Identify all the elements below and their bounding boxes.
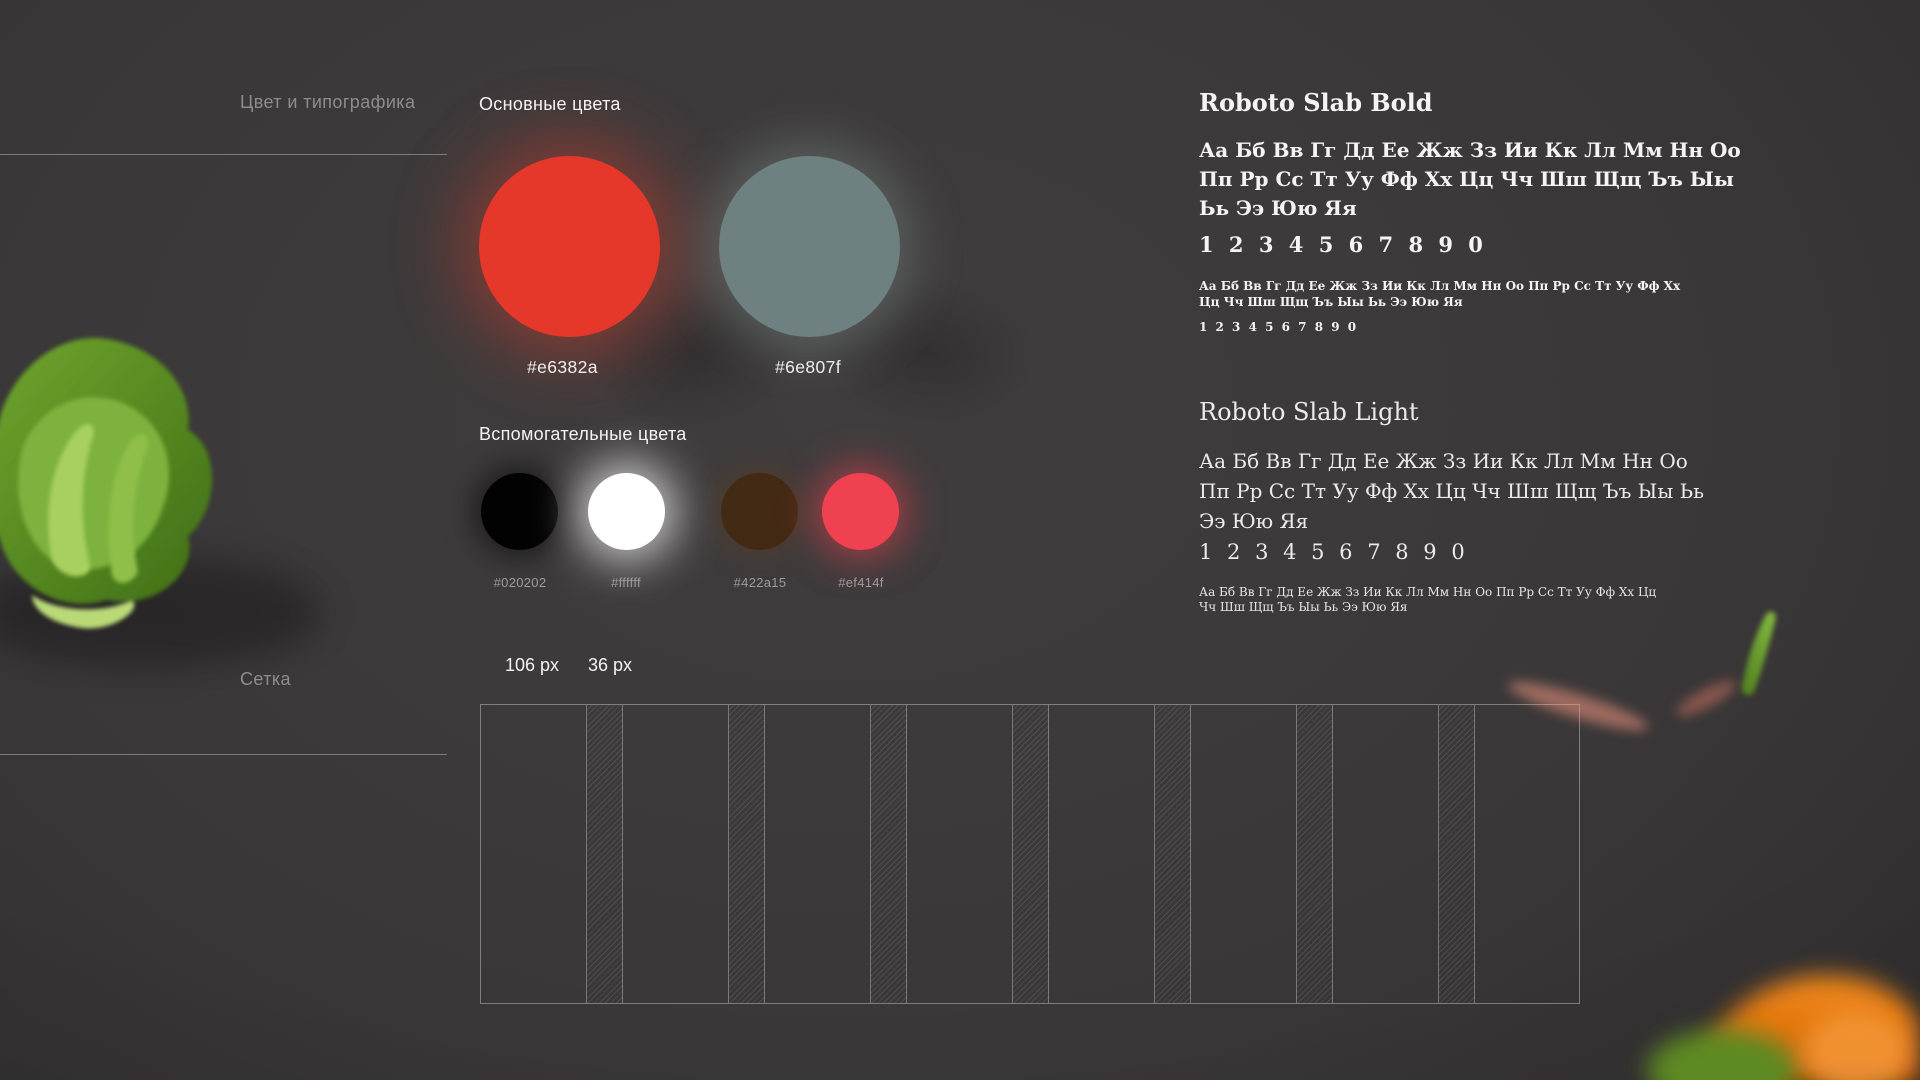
alphabet-sample-light-small: Аа Бб Вв Гг Дд Ее Жж Зз Ии Кк Лл Мм Нн О… [1199,585,1657,614]
orange-pepper-image [1647,975,1919,1080]
grid-gutter [587,705,623,1003]
alphabet-sample-bold-small: Аа Бб Вв Гг Дд Ее Жж Зз Ии Кк Лл Мм Нн О… [1199,279,1681,309]
grid-column [1049,705,1155,1003]
font-name-light: Roboto Slab Light [1199,398,1419,426]
grid-gutter-width-label: 36 px [588,655,633,675]
grid-column-width-label: 106 px [505,655,560,675]
grid-gutter [1297,705,1333,1003]
grid-column [623,705,729,1003]
secondary-color-swatch-pink [822,473,899,550]
grid-gutter [1013,705,1049,1003]
color-hex-label: #ffffff [611,575,641,590]
sidebar-item-colors-typography[interactable]: Цвет и типографика [240,92,416,112]
primary-colors-title: Основные цвета [479,94,621,114]
chili-pepper-image [1481,611,1783,855]
secondary-color-swatch-black [481,473,558,550]
digits-sample-bold-small: 1 2 3 4 5 6 7 8 9 0 [1199,320,1359,334]
grid-column [1191,705,1297,1003]
sidebar-item-grid[interactable]: Сетка [240,669,291,689]
color-hex-label: #422a15 [733,575,787,590]
grid-gutter [1439,705,1475,1003]
digits-sample-bold: 1 2 3 4 5 6 7 8 9 0 [1199,232,1487,257]
alphabet-sample-bold: Аа Бб Вв Гг Дд Ее Жж Зз Ии Кк Лл Мм Нн О… [1199,138,1741,220]
digits-sample-light: 1 2 3 4 5 6 7 8 9 0 [1199,540,1469,564]
color-hex-label: #e6382a [527,357,598,377]
primary-color-swatch-red [479,156,660,337]
grid-gutter [871,705,907,1003]
color-hex-label: #ef414f [838,575,884,590]
grid-column [907,705,1013,1003]
grid-column [481,705,587,1003]
color-hex-label: #6e807f [775,357,842,377]
sidebar-separator [0,154,447,155]
sidebar-separator [0,754,447,755]
grid-column [765,705,871,1003]
color-hex-label: #020202 [493,575,547,590]
secondary-color-swatch-brown [721,473,798,550]
font-name-bold: Roboto Slab Bold [1199,88,1433,117]
grid-column [1333,705,1439,1003]
layout-grid [480,704,1580,1004]
secondary-colors-title: Вспомогательные цвета [479,424,687,444]
grid-gutter [729,705,765,1003]
alphabet-sample-light: Аа Бб Вв Гг Дд Ее Жж Зз Ии Кк Лл Мм Нн О… [1199,449,1704,533]
lettuce-image [0,338,322,668]
secondary-color-swatch-white [588,473,665,550]
grid-gutter [1155,705,1191,1003]
primary-color-swatch-sage [719,156,900,337]
